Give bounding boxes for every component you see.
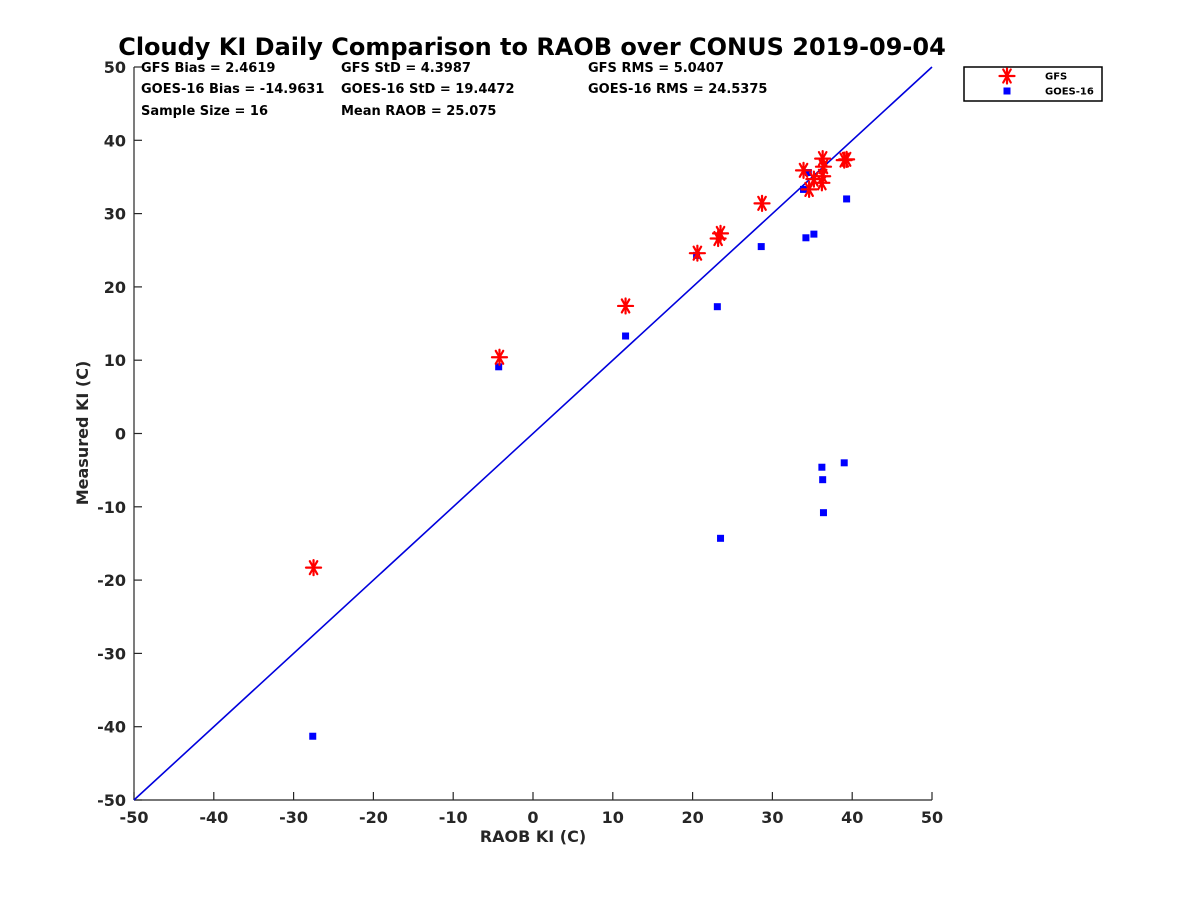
x-tick-label: -40 bbox=[199, 808, 228, 827]
y-tick-label: 10 bbox=[104, 351, 126, 370]
goes16-point bbox=[810, 230, 818, 238]
stat-text: GFS Bias = 2.4619 bbox=[141, 61, 275, 76]
y-tick-label: -30 bbox=[97, 644, 126, 663]
gfs-point bbox=[838, 150, 856, 168]
one-to-one-line bbox=[133, 66, 933, 801]
y-tick-label: 30 bbox=[104, 205, 126, 224]
goes16-point bbox=[717, 534, 725, 542]
stat-text: Mean RAOB = 25.075 bbox=[341, 104, 496, 119]
x-tick-label: 0 bbox=[527, 808, 538, 827]
series-group bbox=[304, 150, 856, 740]
gfs-point bbox=[753, 194, 771, 212]
legend-goes16-marker bbox=[1003, 87, 1011, 95]
x-tick-label: 40 bbox=[841, 808, 863, 827]
goes16-point bbox=[804, 169, 812, 177]
y-tick-label: 20 bbox=[104, 278, 126, 297]
x-tick-label: 10 bbox=[602, 808, 624, 827]
goes16-point bbox=[622, 332, 630, 340]
x-tick-label: 50 bbox=[921, 808, 943, 827]
stat-text: GFS StD = 4.3987 bbox=[341, 61, 471, 76]
y-axis-label: Measured KI (C) bbox=[73, 361, 92, 506]
y-tick-label: -50 bbox=[97, 791, 126, 810]
y-tick-label: -10 bbox=[97, 498, 126, 517]
y-tick-label: 50 bbox=[104, 58, 126, 77]
reference-line-group bbox=[133, 66, 933, 801]
stat-text: GOES-16 Bias = -14.9631 bbox=[141, 82, 324, 97]
legend-box bbox=[963, 66, 1103, 102]
goes16-point bbox=[713, 303, 721, 311]
goes16-point bbox=[757, 243, 765, 251]
x-tick-label: 20 bbox=[681, 808, 703, 827]
y-tick-label: 40 bbox=[104, 131, 126, 150]
x-tick-label: 30 bbox=[761, 808, 783, 827]
y-ticks: -50 -40 -30 -20 -10 0 10 20 30 40 50 bbox=[97, 58, 142, 810]
x-tick-label: -10 bbox=[439, 808, 468, 827]
gfs-point bbox=[814, 158, 833, 176]
stat-text: GFS RMS = 5.0407 bbox=[588, 61, 724, 76]
stat-text: Sample Size = 16 bbox=[141, 104, 268, 119]
y-tick-label: 0 bbox=[115, 425, 126, 444]
x-tick-label: -30 bbox=[279, 808, 308, 827]
legend: GFS GOES-16 bbox=[963, 66, 1103, 102]
legend-label: GFS bbox=[1045, 72, 1067, 83]
goes16-point bbox=[840, 459, 848, 467]
goes16-point bbox=[819, 476, 827, 484]
gfs-point bbox=[490, 348, 509, 366]
x-tick-label: -50 bbox=[120, 808, 149, 827]
gfs-point bbox=[794, 161, 813, 179]
legend-gfs-marker bbox=[998, 67, 1016, 85]
goes16-point bbox=[819, 509, 827, 517]
stats-group: GFS Bias = 2.4619 GFS StD = 4.3987 GFS RMS… bbox=[141, 61, 767, 119]
goes16-point bbox=[802, 234, 810, 242]
x-axis-label: RAOB KI (C) bbox=[480, 827, 586, 846]
gfs-point bbox=[688, 244, 706, 262]
gfs-point bbox=[711, 224, 730, 242]
gfs-point bbox=[304, 559, 323, 577]
goes16-point bbox=[495, 363, 503, 371]
x-ticks: -50 -40 -30 -20 -10 0 10 20 30 40 50 bbox=[120, 792, 943, 827]
x-tick-label: -20 bbox=[359, 808, 388, 827]
y-tick-label: -40 bbox=[97, 718, 126, 737]
stat-text: GOES-16 RMS = 24.5375 bbox=[588, 82, 767, 97]
goes16-point bbox=[818, 463, 826, 471]
chart-title: Cloudy KI Daily Comparison to RAOB over … bbox=[118, 33, 946, 61]
goes16-point bbox=[309, 732, 317, 740]
stat-text: GOES-16 StD = 19.4472 bbox=[341, 82, 515, 97]
y-tick-label: -20 bbox=[97, 571, 126, 590]
goes16-point bbox=[843, 195, 851, 203]
legend-label: GOES-16 bbox=[1045, 87, 1094, 98]
gfs-point bbox=[616, 297, 635, 315]
